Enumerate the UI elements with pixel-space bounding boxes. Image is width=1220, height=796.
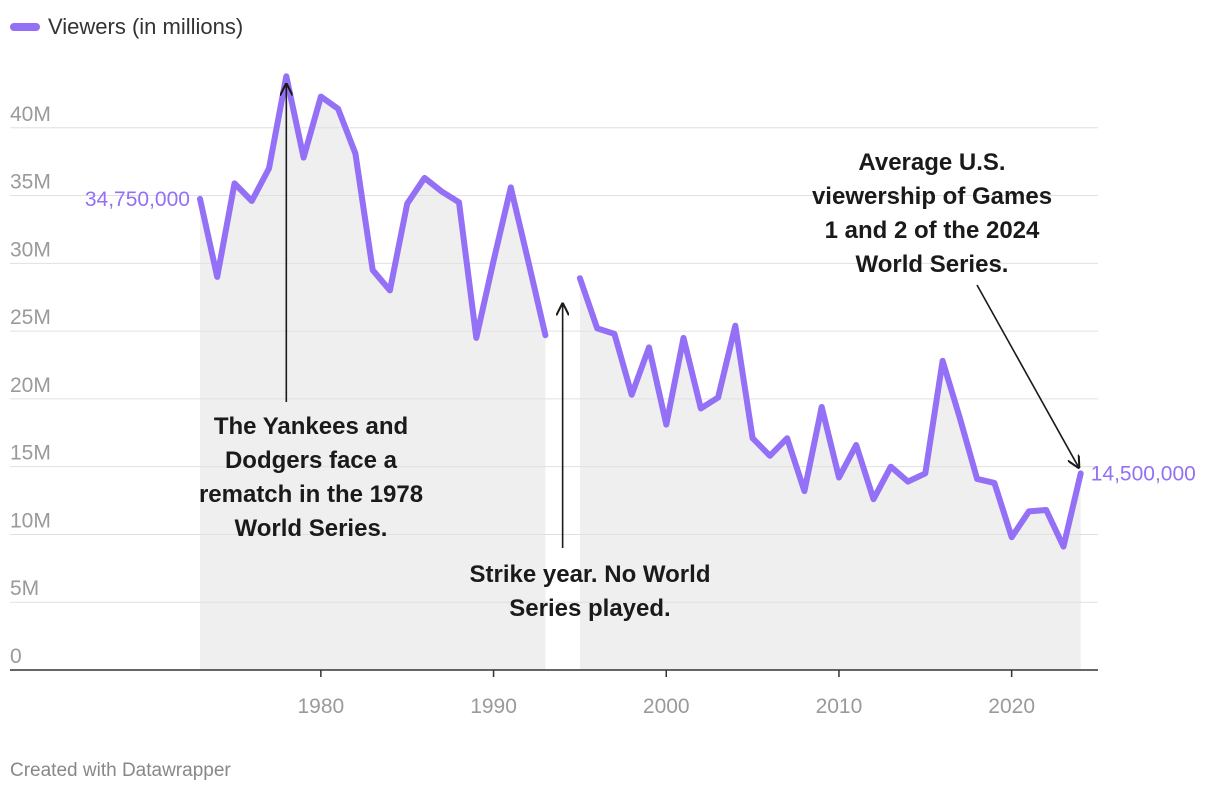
annotation-strike: Strike year. No World Series played. [470, 561, 711, 622]
data-point-2012 [871, 496, 876, 502]
data-point-2011 [853, 442, 859, 448]
y-tick-label: 10M [10, 509, 51, 532]
y-tick-label: 5M [10, 577, 39, 600]
data-point-2007 [784, 435, 790, 441]
y-tick-label: 15M [10, 442, 51, 465]
x-tick-label: 2020 [988, 695, 1035, 718]
data-point-1973 [197, 196, 203, 202]
data-point-1980 [318, 94, 324, 100]
data-point-1993 [542, 332, 548, 338]
end-value-label: 14,500,000 [1091, 462, 1196, 485]
data-point-2020 [1009, 534, 1015, 540]
data-point-2022 [1043, 507, 1049, 513]
data-point-2023 [1061, 544, 1066, 550]
annotation-arrow-2024 [976, 284, 1079, 467]
data-point-2014 [905, 479, 911, 485]
data-point-1991 [508, 184, 514, 190]
y-tick-label: 0 [10, 645, 22, 668]
data-point-1988 [456, 199, 462, 205]
data-point-1974 [214, 274, 220, 280]
y-tick-label: 25M [10, 306, 51, 329]
data-point-1983 [370, 267, 376, 273]
legend-label: Viewers (in millions) [48, 14, 244, 39]
data-point-2001 [681, 335, 686, 341]
data-point-2013 [888, 464, 894, 470]
x-tick-label: 1980 [297, 695, 344, 718]
annotation-2024: Average U.S. viewership of Games 1 and 2 o… [812, 149, 1052, 278]
data-point-1995 [577, 275, 583, 281]
data-point-1982 [352, 151, 358, 156]
data-point-2016 [940, 358, 946, 364]
data-point-1981 [335, 106, 341, 112]
data-point-1996 [594, 325, 600, 331]
y-tick-label: 35M [10, 171, 51, 194]
data-point-2009 [819, 404, 825, 410]
data-point-1990 [491, 258, 497, 264]
data-point-1986 [422, 175, 427, 181]
data-point-2005 [750, 435, 756, 441]
data-point-2021 [1026, 508, 1032, 514]
data-point-2002 [698, 405, 704, 411]
data-point-1999 [646, 344, 652, 350]
data-point-1989 [473, 335, 479, 341]
data-point-2019 [991, 480, 997, 486]
data-point-2017 [957, 415, 963, 421]
credit-text: Created with Datawrapper [10, 760, 231, 781]
y-tick-label: 40M [10, 103, 51, 126]
data-point-1985 [404, 201, 410, 207]
data-point-1992 [525, 258, 531, 264]
annotation-1978: The Yankees and Dodgers face a rematch in … [199, 413, 423, 542]
data-point-2024 [1078, 470, 1084, 476]
data-point-2000 [663, 422, 669, 428]
data-point-1979 [301, 155, 307, 161]
data-point-1998 [629, 392, 635, 398]
data-point-1997 [611, 331, 617, 337]
data-point-2003 [715, 395, 721, 400]
series-line-segment-2 [576, 275, 1084, 550]
start-value-label: 34,750,000 [85, 188, 190, 211]
data-point-2004 [732, 323, 738, 329]
data-point-2008 [801, 488, 807, 494]
data-point-1987 [439, 189, 445, 194]
data-point-1978 [283, 73, 289, 79]
data-point-2006 [767, 453, 773, 459]
data-point-2018 [974, 476, 980, 482]
data-point-1976 [249, 198, 255, 204]
x-tick-label: 2000 [643, 695, 690, 718]
data-point-2015 [922, 470, 928, 476]
y-tick-label: 20M [10, 374, 51, 397]
data-point-1977 [266, 165, 272, 171]
legend: Viewers (in millions) [10, 14, 243, 40]
y-tick-label: 30M [10, 238, 51, 261]
area-segment-2 [579, 278, 1081, 670]
data-point-2010 [836, 475, 842, 480]
x-tick-label: 1990 [470, 695, 517, 718]
data-point-1975 [232, 180, 237, 186]
x-tick-label: 2010 [816, 695, 863, 718]
data-point-1984 [387, 287, 393, 293]
legend-swatch [10, 23, 40, 31]
